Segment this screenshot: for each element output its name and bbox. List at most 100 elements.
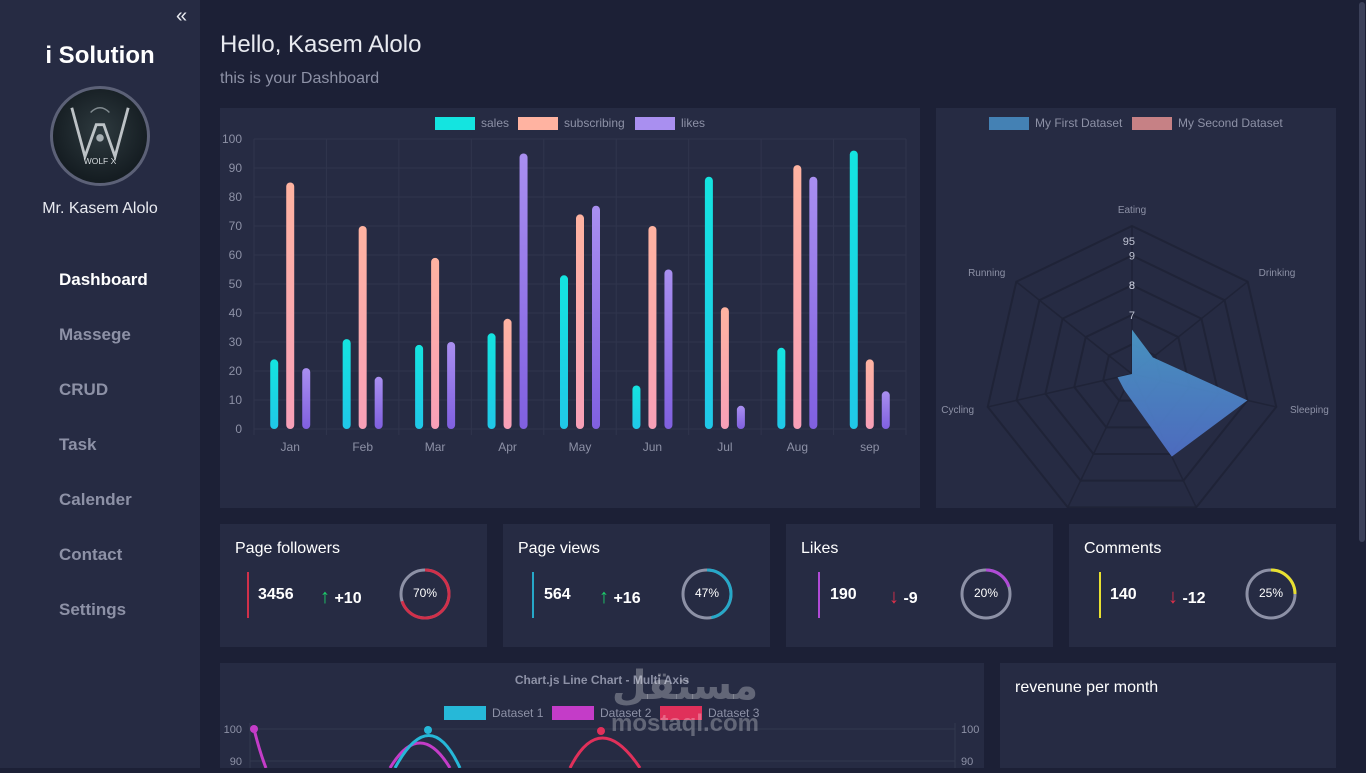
bar-likes-Apr (519, 153, 528, 429)
stat-accent-bar (818, 572, 820, 618)
sidebar-item-task[interactable]: Task (59, 435, 97, 454)
stat-change-value: +16 (613, 590, 641, 607)
progress-ring-label: 20% (973, 586, 999, 600)
x-tick-label: Apr (498, 440, 517, 454)
sidebar-item-crud[interactable]: CRUD (59, 380, 109, 399)
radar-spoke (1015, 281, 1133, 375)
y-tick-label: 30 (229, 335, 243, 349)
stat-accent-bar (1099, 572, 1101, 618)
bar-likes-May (592, 205, 600, 429)
bar-sales-Jan (270, 359, 279, 429)
y-tick-right: 100 (961, 724, 979, 736)
bar-subscribing-sep (865, 359, 874, 429)
radar-grid-ring (1044, 284, 1220, 456)
radar-tick-label: 95 (1123, 236, 1135, 248)
stat-change-value: -9 (903, 590, 918, 607)
radar-chart: My First Dataset My Second Dataset Eating… (941, 116, 1329, 534)
scrollbar-thumb[interactable] (1359, 2, 1365, 542)
line-series-dataset-2 (252, 728, 268, 769)
legend-swatch-subscribing (518, 117, 558, 130)
stat-change: ↑ +16 (599, 586, 641, 609)
y-tick-label: 50 (229, 277, 243, 291)
bar-sales-sep (849, 150, 858, 429)
legend-swatch (989, 117, 1029, 130)
stat-change: ↑ +10 (320, 586, 362, 609)
stat-accent-bar (532, 572, 534, 618)
x-tick-label: Jul (717, 440, 732, 454)
radar-tick-label: 8 (1129, 280, 1135, 292)
x-tick-label: Mar (425, 440, 446, 454)
stat-change-value: +10 (334, 590, 362, 607)
progress-ring (399, 568, 451, 620)
bar-likes-sep (881, 391, 890, 429)
page-subtitle: this is your Dashboard (220, 70, 380, 87)
bar-likes-Mar (447, 342, 456, 429)
username: Mr. Kasem Alolo (42, 200, 158, 217)
line-series-dataset-2 (388, 741, 452, 769)
bar-chart-panel: sales subscribing likes 0 10 20 30 40 50 60 70 80 9… (220, 108, 920, 508)
line-series-dataset-3 (568, 736, 642, 769)
page-scrollbar[interactable] (1358, 0, 1366, 768)
stat-value: 564 (544, 586, 571, 603)
sidebar-item-massege[interactable]: Massege (59, 325, 131, 344)
sidebar-item-contact[interactable]: Contact (59, 545, 123, 564)
y-tick-label: 20 (229, 364, 243, 378)
radar-axis-label: Cycling (941, 405, 974, 416)
line-chart-panel: Chart.js Line Chart - Multi Axis Dataset… (220, 663, 984, 769)
progress-ring-fill (960, 568, 1012, 620)
sidebar-item-settings[interactable]: Settings (59, 600, 127, 619)
x-tick-label: Jan (281, 440, 300, 454)
y-tick-right: 90 (961, 756, 973, 768)
stat-change: ↓ -9 (889, 586, 918, 609)
legend-label-dataset-1: Dataset 1 (492, 706, 544, 720)
legend-label-subscribing: subscribing (564, 116, 625, 130)
legend-swatch-dataset-2 (552, 706, 594, 720)
line-chart: Chart.js Line Chart - Multi Axis Dataset… (224, 673, 979, 769)
arrow-up-icon: ↑ (599, 586, 609, 608)
legend-label-likes: likes (681, 116, 705, 130)
progress-ring-fill (399, 568, 451, 620)
x-tick-label: May (569, 440, 592, 454)
brand-title: i Solution (45, 42, 155, 69)
y-tick-label: 60 (229, 248, 243, 262)
y-tick-label: 70 (229, 219, 243, 233)
page-title: Hello, Kasem Alolo (220, 31, 422, 58)
double-chevron-left-icon[interactable]: « (176, 5, 188, 27)
legend-swatch (1132, 117, 1172, 130)
revenue-title: revenune per month (1015, 679, 1159, 696)
line-series-dataset-1 (393, 734, 462, 769)
progress-ring-label: 47% (694, 586, 720, 600)
radar-spoke (1067, 373, 1133, 508)
stat-change-value: -12 (1182, 590, 1206, 607)
bar-sales-Apr (487, 333, 496, 429)
bar-chart: sales subscribing likes 0 10 20 30 40 50 60 70 80 9… (222, 116, 907, 454)
sidebar-item-calender[interactable]: Calender (59, 490, 132, 509)
y-tick-label: 40 (229, 306, 243, 320)
sidebar-item-dashboard[interactable]: Dashboard (59, 270, 148, 289)
y-tick-left: 90 (230, 756, 242, 768)
avatar: WOLF X (50, 86, 150, 186)
bar-likes-Jan (302, 368, 311, 429)
sidebar-nav: Dashboard Massege CRUD Task Calender Con… (59, 270, 148, 655)
y-tick-left: 100 (224, 724, 242, 736)
y-tick-label: 80 (229, 190, 243, 204)
revenue-panel: revenune per month (1000, 663, 1336, 768)
legend-label: My Second Dataset (1178, 116, 1283, 130)
arrow-up-icon: ↑ (320, 586, 330, 608)
stat-title: Likes (801, 540, 839, 557)
radar-grid-ring (986, 224, 1278, 509)
y-tick-label: 100 (222, 132, 242, 146)
legend-label: My First Dataset (1035, 116, 1123, 130)
bar-sales-May (560, 275, 568, 429)
bar-likes-Jul (736, 405, 745, 429)
progress-ring (1245, 568, 1297, 620)
y-tick-label: 90 (229, 161, 243, 175)
bar-sales-Mar (415, 344, 424, 429)
bar-subscribing-Jan (286, 182, 295, 429)
bar-subscribing-May (576, 214, 584, 429)
sidebar: « i Solution WOLF X Mr. Kasem Alolo Dash… (0, 0, 200, 768)
bar-subscribing-Feb (358, 226, 367, 429)
radar-spoke (987, 373, 1133, 408)
legend-swatch-dataset-1 (444, 706, 486, 720)
x-tick-label: Feb (352, 440, 373, 454)
